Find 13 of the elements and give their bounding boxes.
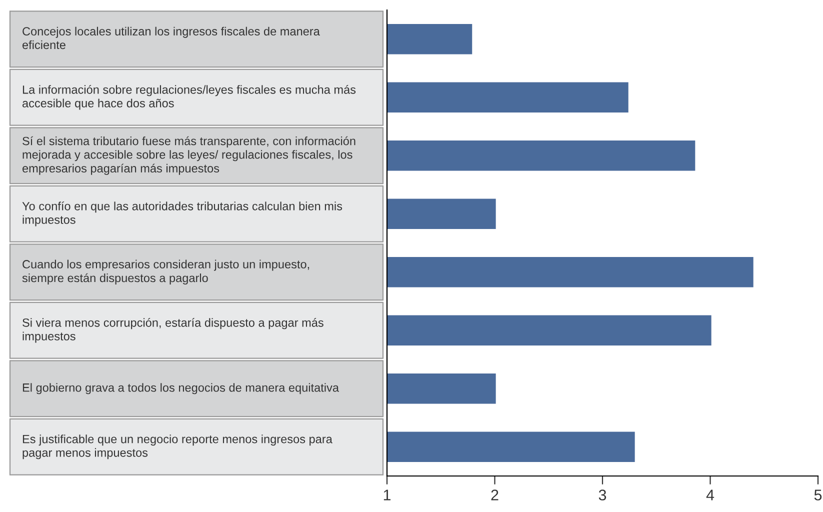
- y-tick-label: La información sobre regulaciones/leyes fiscales es mucha más accesible que hace dos años: [22, 85, 356, 110]
- x-tick-label: 5: [814, 490, 822, 500]
- x-tick-label: 3: [598, 490, 606, 500]
- y-tick-label: Es justificable que un negocio reporte menos ingresos para pagar menos impuestos: [22, 434, 332, 460]
- x-tick-label: 1: [384, 490, 391, 500]
- y-tick-label: Cuando los empresarios consideran justo un impuesto, siempre están dispuestos a pagarlo: [22, 260, 310, 285]
- x-tick-label: 2: [491, 490, 498, 500]
- y-tick-label: Concejos locales utilizan los ingresos fiscales de manera eficiente: [22, 26, 320, 50]
- y-tick-label: El gobierno grava a todos los negocios de manera equitativa: [22, 383, 339, 394]
- x-tick-label: 4: [706, 490, 714, 500]
- y-tick-label: Yo confío en que las autoridades tributarias calculan bien mis impuestos: [22, 202, 342, 226]
- y-tick-label: Si viera menos corrupción, estaría dispuesto a pagar más impuestos: [22, 318, 324, 343]
- y-tick-label: Sí el sistema tributario fuese más transparente, con información mejorada y accesible sobre las leyes/ regulaciones fiscales, los empresarios pagarían más impuestos: [22, 136, 356, 175]
